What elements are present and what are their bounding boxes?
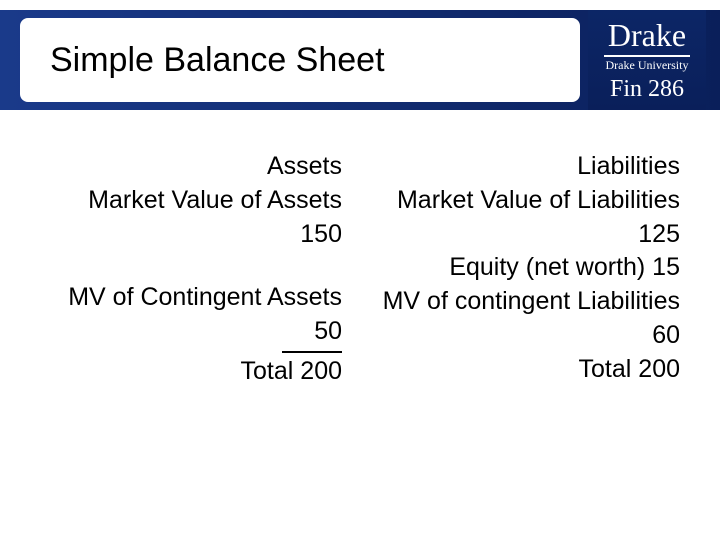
page-title: Simple Balance Sheet bbox=[50, 41, 385, 80]
assets-heading: Assets bbox=[40, 150, 342, 184]
brand-course: Fin 286 bbox=[610, 77, 684, 101]
contingent-liabilities-label: MV of contingent Liabilities bbox=[378, 285, 680, 319]
brand-name: Drake bbox=[608, 19, 686, 51]
contingent-liabilities-value: 60 bbox=[378, 319, 680, 353]
contingent-assets-value: 50 bbox=[40, 315, 342, 349]
mv-assets-label: Market Value of Assets bbox=[40, 184, 342, 218]
equity-line: Equity (net worth) 15 bbox=[378, 251, 680, 285]
brand-divider bbox=[604, 55, 690, 57]
liabilities-heading: Liabilities bbox=[378, 150, 680, 184]
brand-subtitle: Drake University bbox=[606, 59, 689, 71]
contingent-assets-label: MV of Contingent Assets bbox=[40, 281, 342, 315]
assets-total: Total 200 bbox=[40, 355, 342, 389]
mv-liabilities-label: Market Value of Liabilities bbox=[378, 184, 680, 218]
brand-box: Drake Drake University Fin 286 bbox=[588, 10, 706, 110]
assets-column: Assets Market Value of Assets 150 MV of … bbox=[0, 150, 360, 389]
liabilities-column: Liabilities Market Value of Liabilities … bbox=[360, 150, 720, 389]
assets-total-rule bbox=[282, 351, 342, 353]
title-container: Simple Balance Sheet bbox=[20, 18, 580, 102]
balance-sheet: Assets Market Value of Assets 150 MV of … bbox=[0, 150, 720, 389]
spacer bbox=[40, 251, 342, 281]
mv-assets-value: 150 bbox=[40, 218, 342, 252]
mv-liabilities-value: 125 bbox=[378, 218, 680, 252]
liabilities-total: Total 200 bbox=[378, 353, 680, 387]
